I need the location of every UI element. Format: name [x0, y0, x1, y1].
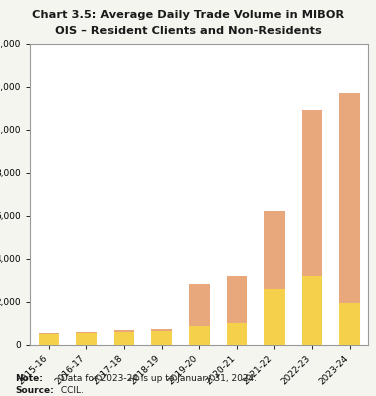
- Bar: [151, 329, 172, 331]
- Bar: [264, 289, 285, 345]
- Text: Source:: Source:: [15, 386, 54, 395]
- Bar: [38, 334, 59, 345]
- Bar: [76, 333, 97, 345]
- Text: Note:: Note:: [15, 374, 43, 383]
- Bar: [114, 330, 135, 332]
- Bar: [76, 332, 97, 333]
- Text: CCIL.: CCIL.: [58, 386, 84, 395]
- Bar: [38, 333, 59, 334]
- Bar: [226, 323, 247, 345]
- Text: Chart 3.5: Average Daily Trade Volume in MIBOR: Chart 3.5: Average Daily Trade Volume in…: [32, 10, 344, 20]
- Bar: [114, 332, 135, 345]
- Text: Data for 2023-24 is up to January 31, 2024.: Data for 2023-24 is up to January 31, 20…: [58, 374, 257, 383]
- Bar: [189, 326, 210, 345]
- Bar: [339, 303, 360, 345]
- Bar: [302, 276, 323, 345]
- Bar: [302, 110, 323, 276]
- Text: OIS – Resident Clients and Non-Residents: OIS – Resident Clients and Non-Residents: [55, 26, 321, 36]
- Bar: [264, 211, 285, 289]
- Bar: [339, 93, 360, 303]
- Bar: [189, 284, 210, 326]
- Bar: [151, 331, 172, 345]
- Bar: [226, 276, 247, 323]
